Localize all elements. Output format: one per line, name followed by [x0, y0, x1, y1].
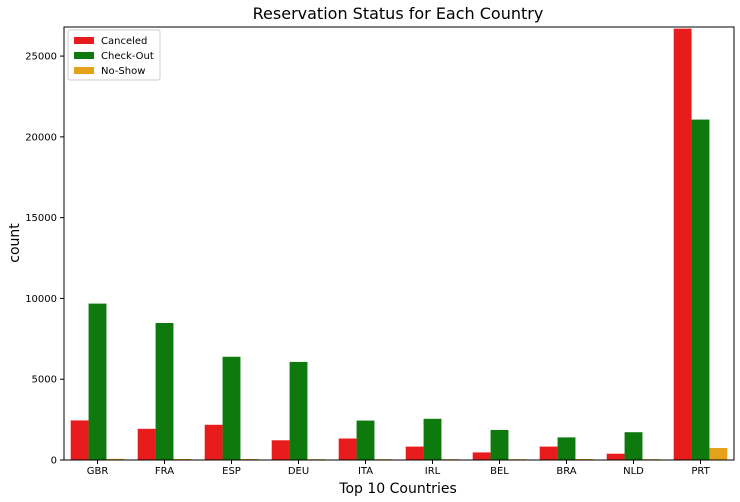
- chart-title: Reservation Status for Each Country: [253, 4, 544, 23]
- bar-canceled-gbr: [70, 420, 89, 460]
- bar-check-out-fra: [155, 322, 174, 460]
- y-tick-label: 25000: [25, 52, 57, 63]
- bar-canceled-prt: [673, 28, 692, 461]
- y-tick-label: 15000: [25, 213, 57, 224]
- bar-canceled-irl: [405, 446, 424, 460]
- legend-swatch: [74, 37, 94, 44]
- legend: Canceled Check-Out No-Show: [67, 29, 161, 81]
- x-tick-label: BEL: [490, 466, 509, 477]
- x-tick-label: DEU: [288, 466, 309, 477]
- x-tick-label: NLD: [623, 466, 644, 477]
- bar-check-out-deu: [289, 361, 308, 460]
- legend-swatch: [74, 67, 94, 74]
- y-tick-label: 10000: [25, 294, 57, 305]
- y-tick-label: 20000: [25, 132, 57, 143]
- plot-frame: [63, 26, 735, 461]
- bar-check-out-nld: [624, 432, 643, 460]
- bar-check-out-gbr: [88, 303, 107, 460]
- bar-canceled-esp: [204, 424, 223, 460]
- legend-label: Canceled: [101, 36, 147, 47]
- bar-canceled-bra: [539, 446, 558, 460]
- x-tick-label: PRT: [691, 466, 710, 477]
- bar-no-show-gbr: [106, 458, 125, 460]
- x-tick-label: ESP: [222, 466, 241, 477]
- bar-canceled-bel: [472, 452, 491, 460]
- x-tick-label: BRA: [556, 466, 576, 477]
- x-tick-label: FRA: [155, 466, 174, 477]
- bar-check-out-prt: [691, 119, 710, 460]
- bar-canceled-nld: [606, 453, 625, 460]
- bars-group: [70, 28, 728, 461]
- y-axis-title: count: [7, 223, 23, 263]
- x-tick-label: ITA: [358, 466, 373, 477]
- bar-check-out-ita: [356, 420, 375, 460]
- axes-group: GBR FRA ESP DEU ITA IRL BEL BRA NLD PRT 0 5000 10000…: [25, 26, 735, 477]
- x-tick-label: IRL: [425, 466, 441, 477]
- legend-swatch: [74, 52, 94, 59]
- bar-canceled-fra: [137, 428, 156, 460]
- bar-check-out-bel: [490, 429, 509, 460]
- x-axis-title: Top 10 Countries: [338, 481, 456, 497]
- x-tick-label: GBR: [87, 466, 109, 477]
- bar-check-out-bra: [557, 437, 576, 460]
- legend-label: No-Show: [101, 66, 145, 77]
- bar-check-out-irl: [423, 418, 442, 460]
- bar-canceled-ita: [338, 438, 357, 460]
- y-tick-label: 0: [51, 456, 57, 467]
- y-tick-label: 5000: [32, 375, 57, 386]
- bar-canceled-deu: [271, 440, 290, 460]
- bar-check-out-esp: [222, 356, 241, 460]
- legend-label: Check-Out: [101, 51, 154, 62]
- bar-no-show-prt: [709, 448, 728, 460]
